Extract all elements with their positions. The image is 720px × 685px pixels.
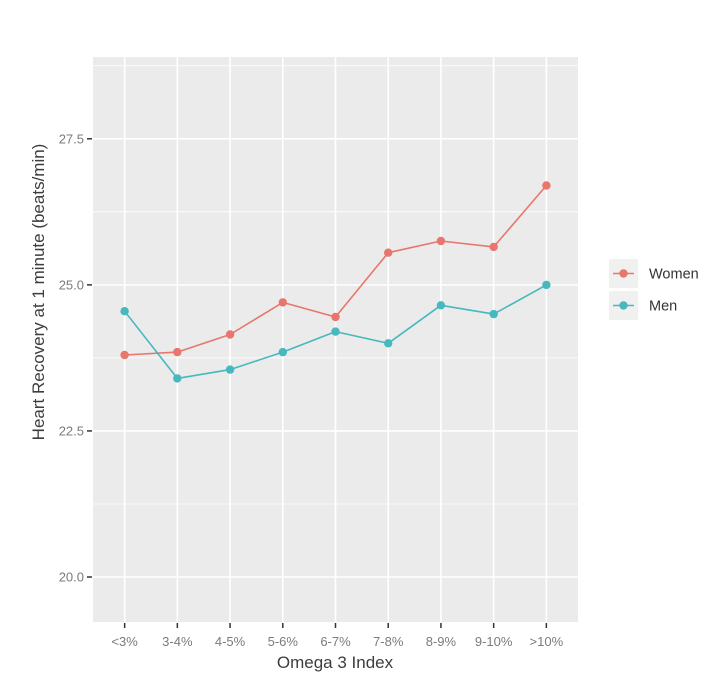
data-point-men	[225, 365, 235, 374]
y-tick-label: 22.5	[59, 423, 84, 438]
data-point-women	[384, 248, 393, 257]
data-point-men	[173, 374, 182, 383]
x-tick-label: >10%	[530, 634, 564, 649]
data-point-men	[436, 301, 446, 310]
data-point-women	[173, 347, 182, 357]
x-tick-label: 5-6%	[268, 634, 299, 649]
legend-label-women: Women	[649, 267, 699, 283]
x-tick-label: <3%	[111, 634, 138, 649]
x-tick-label: 4-5%	[215, 634, 246, 649]
y-axis-title: Heart Recovery at 1 minute (beats/min)	[29, 144, 48, 441]
data-point-men	[542, 280, 551, 290]
data-point-women	[489, 242, 498, 252]
x-tick-label: 7-8%	[373, 634, 404, 649]
data-point-men	[384, 339, 393, 348]
data-point-men	[331, 327, 340, 336]
legend-key-point-women	[619, 269, 628, 278]
y-axis: 20.0 22.5 25.0 27.5	[59, 131, 92, 585]
data-point-men	[120, 307, 129, 316]
data-point-women	[278, 298, 287, 307]
x-tick-label: 8-9%	[426, 634, 457, 649]
x-axis: <3% 3-4% 4-5% 5-6% 6-7% 7-8% 8-9% 9-10% >10%	[111, 623, 564, 649]
series-women	[120, 181, 551, 360]
y-tick-label: 20.0	[59, 570, 84, 585]
legend: Women Men	[609, 259, 699, 320]
data-point-women	[331, 312, 340, 322]
legend-key-point-men	[619, 301, 628, 310]
y-tick-label: 25.0	[59, 277, 84, 292]
x-tick-label: 6-7%	[320, 634, 351, 649]
data-point-women	[436, 236, 446, 246]
data-point-women	[120, 350, 129, 360]
chart-render-root: 20.0 22.5 25.0 27.5 <3% 3-4% 4-5% 5-6% 6-7% 7-8% 8…	[59, 57, 699, 649]
series-men	[120, 280, 551, 383]
data-point-women	[542, 181, 551, 190]
legend-label-men: Men	[649, 299, 677, 315]
data-point-men	[278, 347, 287, 357]
x-tick-label: 3-4%	[162, 634, 193, 649]
y-tick-label: 27.5	[59, 131, 84, 146]
data-point-men	[489, 309, 498, 319]
data-point-women	[225, 330, 235, 339]
x-axis-title: Omega 3 Index	[277, 653, 394, 672]
x-tick-label: 9-10%	[475, 634, 513, 649]
